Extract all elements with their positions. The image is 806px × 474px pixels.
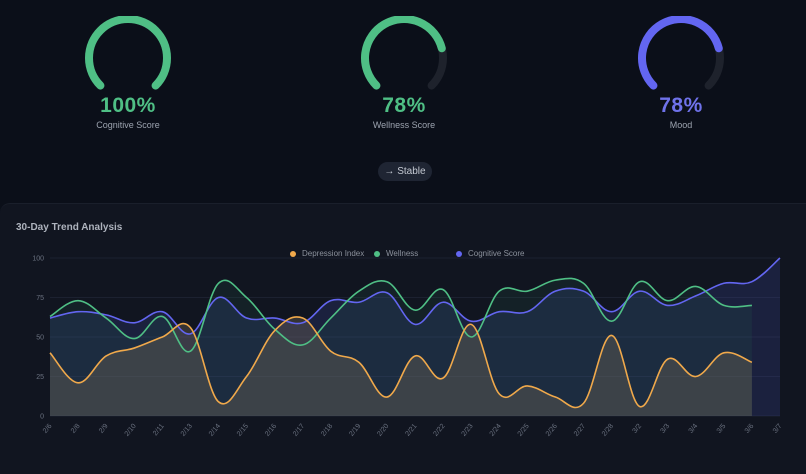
- svg-text:2/23: 2/23: [461, 423, 475, 438]
- svg-text:50: 50: [36, 335, 44, 342]
- series-line[interactable]: [49, 316, 753, 409]
- legend-dot-icon: [456, 250, 462, 257]
- gauge-arc-icon: [85, 16, 171, 90]
- svg-text:2/17: 2/17: [292, 423, 306, 438]
- svg-text:2/9: 2/9: [98, 423, 110, 435]
- svg-text:2/14: 2/14: [208, 423, 222, 438]
- svg-text:3/2: 3/2: [632, 423, 644, 435]
- legend-item-depression[interactable]: Depression Index: [290, 249, 364, 258]
- svg-text:2/21: 2/21: [404, 423, 418, 438]
- gauge-value: 100%: [100, 94, 156, 117]
- series-line[interactable]: [49, 257, 781, 335]
- svg-text:2/25: 2/25: [517, 423, 531, 438]
- svg-text:2/8: 2/8: [70, 423, 82, 435]
- svg-text:2/15: 2/15: [236, 423, 250, 438]
- svg-text:2/13: 2/13: [180, 423, 194, 438]
- svg-text:2/20: 2/20: [376, 423, 390, 438]
- svg-text:2/6: 2/6: [42, 423, 54, 435]
- svg-text:2/16: 2/16: [264, 423, 278, 438]
- svg-text:3/3: 3/3: [660, 423, 672, 435]
- svg-text:2/27: 2/27: [573, 423, 587, 438]
- legend-label: Depression Index: [302, 249, 365, 258]
- gauge-arc-icon: [638, 16, 724, 90]
- svg-text:2/11: 2/11: [152, 423, 166, 438]
- legend-dot-icon: [374, 250, 380, 257]
- legend-item-wellness[interactable]: Wellness: [374, 249, 418, 258]
- gauge-value: 78%: [659, 94, 703, 117]
- legend-dot-icon: [290, 250, 296, 257]
- series-area: [50, 278, 752, 416]
- trend-chart: 0 25 50 75 100 2/6 2/8 2/9 2/10 2/11 2/13 2/14 2/15 2…: [32, 256, 784, 438]
- svg-text:2/28: 2/28: [601, 423, 615, 438]
- gauge-label: Wellness Score: [372, 120, 436, 130]
- svg-text:3/4: 3/4: [688, 423, 700, 435]
- panel-title: 30-Day Trend Analysis: [16, 222, 123, 233]
- gauge-label: Mood: [669, 120, 693, 130]
- svg-text:100: 100: [32, 256, 44, 263]
- svg-text:75: 75: [36, 295, 44, 302]
- svg-text:2/10: 2/10: [124, 423, 138, 438]
- svg-text:3/6: 3/6: [744, 423, 756, 435]
- series-area: [50, 316, 752, 416]
- svg-text:2/26: 2/26: [545, 423, 559, 438]
- svg-text:2/22: 2/22: [432, 423, 446, 438]
- svg-text:0: 0: [40, 414, 44, 421]
- series-line[interactable]: [49, 277, 752, 353]
- series-area: [50, 258, 780, 416]
- gauge-mood: 78% Mood: [621, 16, 741, 130]
- svg-text:3/7: 3/7: [772, 423, 784, 435]
- gauge-label: Cognitive Score: [96, 120, 160, 130]
- svg-text:3/5: 3/5: [716, 423, 728, 435]
- svg-text:2/18: 2/18: [320, 423, 334, 438]
- gauge-arc-icon: [361, 16, 447, 90]
- svg-text:2/24: 2/24: [489, 423, 503, 438]
- legend-item-cognitive[interactable]: Cognitive Score: [456, 249, 524, 258]
- svg-text:2/19: 2/19: [348, 423, 362, 438]
- legend-label: Wellness: [386, 249, 419, 258]
- status-badge[interactable]: → Stable: [378, 162, 432, 181]
- legend-label: Cognitive Score: [468, 249, 525, 258]
- gauge-value: 78%: [382, 94, 426, 117]
- gauge-cognitive-score: 100% Cognitive Score: [68, 16, 188, 130]
- svg-text:25: 25: [36, 374, 44, 381]
- gauge-wellness-score: 78% Wellness Score: [344, 16, 464, 130]
